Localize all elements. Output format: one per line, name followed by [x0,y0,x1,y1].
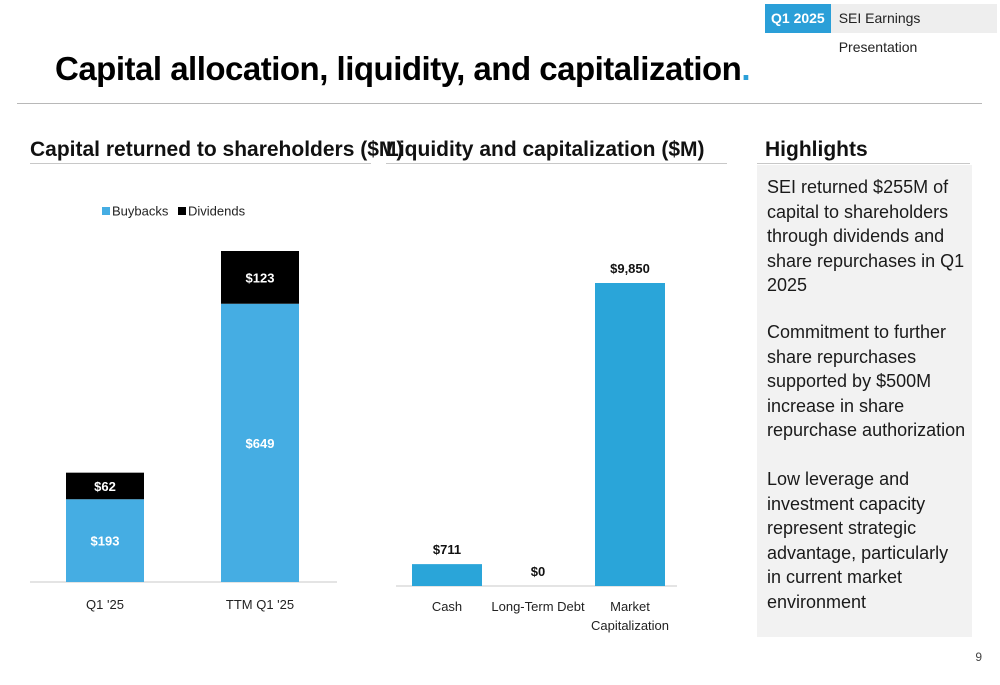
highlight-item: Commitment to further share repurchases … [767,322,966,440]
capital-returned-divider [30,163,371,164]
page-title-text: Capital allocation, liquidity, and capit… [55,50,742,87]
data-label: $193 [91,534,120,549]
bar-segment [66,499,144,582]
legend-label: Buybacks [112,204,169,219]
bar [595,283,665,586]
data-label: $123 [246,270,275,285]
highlights-divider [757,163,970,164]
liquidity-divider [386,163,727,164]
presentation-badge: Q1 2025 SEI Earnings Presentation [765,4,997,55]
liquidity-title: Liquidity and capitalization ($M) [386,138,705,161]
highlights-title: Highlights [765,138,868,161]
category-label: Cash [432,599,462,614]
highlight-item: SEI returned $255M of capital to shareho… [767,177,965,295]
title-divider [17,103,982,104]
data-label: $649 [246,436,275,451]
page-number: 9 [975,650,982,664]
category-label: Long-Term Debt [491,599,585,614]
title-accent-dot: . [741,50,750,87]
highlights-panel: SEI returned $255M of capital to shareho… [757,165,972,637]
data-label: $62 [94,479,116,494]
category-label: Q1 '25 [86,597,124,612]
category-label: TTM Q1 '25 [226,597,294,612]
page-title: Capital allocation, liquidity, and capit… [55,50,750,88]
data-label: $0 [531,564,545,579]
category-label: Market [610,599,650,614]
quarter-badge: Q1 2025 [765,4,831,33]
data-label: $711 [433,542,461,557]
bar [412,564,482,586]
category-label: Capitalization [591,618,669,633]
bar-segment [221,251,299,304]
presentation-title: SEI Earnings Presentation [830,4,997,55]
legend-label: Dividends [188,204,246,219]
legend-swatch [178,207,186,215]
capital-returned-title: Capital returned to shareholders ($M) [30,138,404,161]
bar-segment [221,303,299,582]
bar-segment [66,472,144,500]
legend-swatch [102,207,110,215]
data-label: $9,850 [610,261,650,276]
highlight-item: Low leverage and investment capacity rep… [767,469,949,612]
